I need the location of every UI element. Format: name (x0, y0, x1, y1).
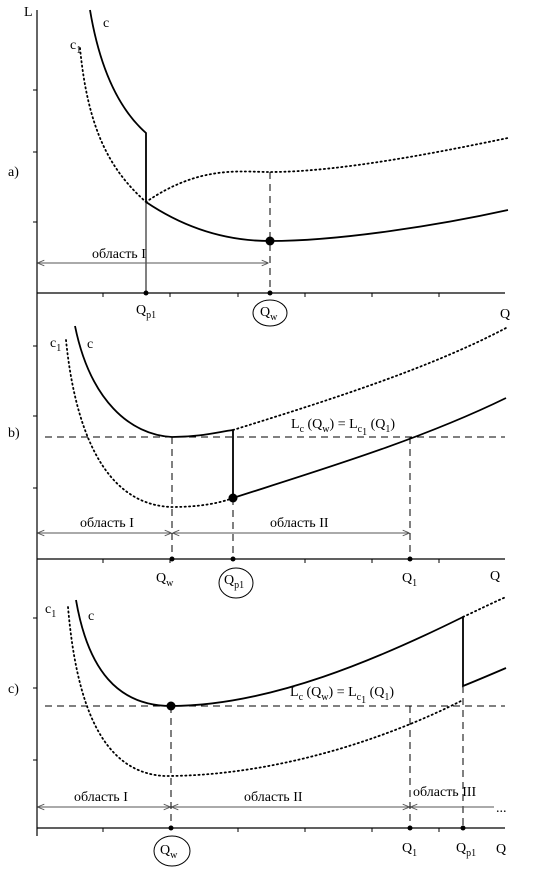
panel-a-qw-circle (252, 299, 288, 327)
l-axis-ticks (33, 89, 37, 761)
panel-b-qw-label: Qw (156, 571, 174, 589)
panel-a: a) Q c c1 область I Qp1 Qw (8, 9, 510, 327)
panel-a-region-i-label: область I (92, 247, 146, 262)
panel-c-region-i-label: область I (74, 790, 128, 805)
panel-b-x-label: Q (490, 569, 500, 584)
panel-c-qp1-label: Qp1 (456, 841, 476, 859)
panel-b-qp1-label: Qp1 (224, 573, 244, 591)
panel-c-x-label: Q (496, 842, 506, 857)
panel-c-label-c1: c1 (45, 602, 56, 620)
panel-c: c) Q c c1 Lc (Qw) = Lc1 (Q1) область I о… (8, 596, 507, 867)
panel-b-qw-tick (169, 556, 175, 562)
panel-a-label-c: c (103, 16, 109, 31)
panel-c-label-c: c (88, 609, 94, 624)
panel-b-qp1-circle (218, 567, 254, 599)
panel-a-qw-label: Qw (260, 305, 278, 323)
panel-b-letter: b) (8, 426, 20, 441)
panel-b-region-ii-label: область II (270, 516, 329, 531)
panel-c-q1-label: Q1 (402, 841, 417, 859)
panel-b-q1-tick (407, 556, 413, 562)
panel-a-letter: a) (8, 165, 19, 180)
panel-b-curve-c1 (65, 327, 507, 508)
panel-c-qw-label: Qw (160, 843, 178, 861)
panel-c-qw-circle (153, 835, 191, 867)
panel-a-qp1-label: Qp1 (136, 303, 156, 321)
panel-c-equation: Lc (Qw) = Lc1 (Q1) (290, 685, 394, 706)
panel-c-region-iii-label: область III (413, 785, 477, 800)
panel-b-q1-label: Q1 (402, 571, 417, 589)
panel-c-region-ii-label: область II (244, 790, 303, 805)
panel-b: b) Q c c1 Lc (Qw) = Lc1 (Q1) область I о… (8, 325, 507, 599)
panel-a-qw-tick (267, 290, 273, 296)
panel-c-curve-c (75, 599, 507, 707)
panel-a-optimum-point (265, 236, 275, 246)
panel-b-equation: Lc (Qw) = Lc1 (Q1) (291, 417, 395, 438)
panel-b-label-c1: c1 (50, 336, 61, 354)
panel-b-curve-c (74, 325, 507, 500)
panel-c-q1-tick (407, 825, 413, 831)
panel-c-qp1-tick (460, 825, 466, 831)
panel-a-qp1-tick (143, 290, 149, 296)
panel-a-curve-c1 (79, 47, 509, 204)
panel-a-curve-c (89, 9, 509, 242)
panel-b-qp1-tick (230, 556, 236, 562)
panel-b-region-i-label: область I (80, 516, 134, 531)
panel-a-x-label: Q (500, 307, 510, 322)
panel-c-ellipsis: ... (496, 801, 507, 816)
panel-b-label-c: c (87, 337, 93, 352)
l-axis-label: L (24, 5, 33, 20)
panel-c-letter: c) (8, 682, 19, 697)
panel-a-label-c1: c1 (70, 38, 81, 56)
panel-c-qw-tick (168, 825, 174, 831)
panel-c-curve-c1 (67, 596, 507, 777)
